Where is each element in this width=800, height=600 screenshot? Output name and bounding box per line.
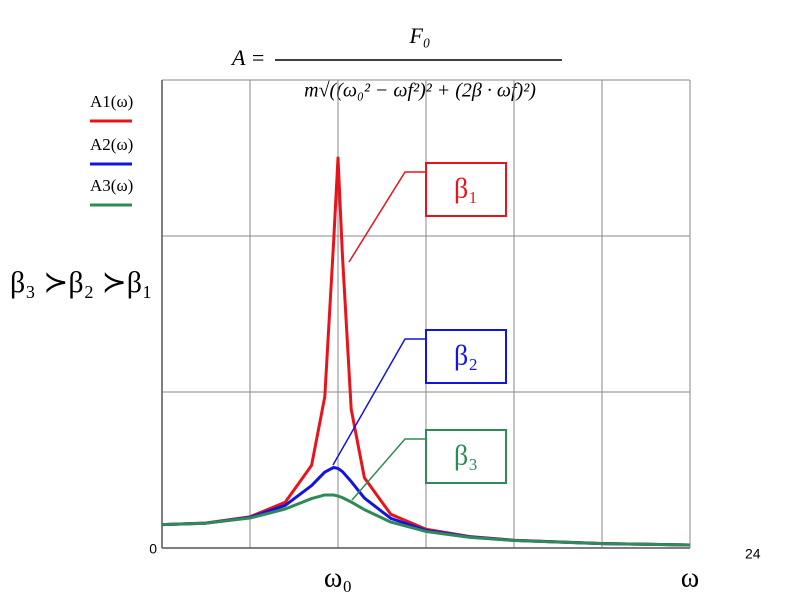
annotation-label: β₂ <box>454 340 478 371</box>
legend-label: A1(ω) <box>90 92 133 111</box>
annotation-label: β₁ <box>454 173 478 204</box>
annotation-box <box>425 162 507 217</box>
annotation-box <box>425 329 507 384</box>
x-tick-label: ω₀ <box>324 562 352 593</box>
x-tick-label: ω <box>681 562 699 593</box>
y-tick-label: 0 <box>149 541 157 557</box>
annotation-label: β₃ <box>454 440 478 471</box>
annotation-box <box>425 429 507 484</box>
annotation-leader <box>351 438 426 501</box>
legend-label: A3(ω) <box>90 176 133 195</box>
formula-lhs: A = <box>230 45 265 70</box>
legend-label: A2(ω) <box>90 135 133 154</box>
formula-numerator: F₀ <box>408 23 430 48</box>
beta-note: β₃ ≻β₂ ≻β₁ <box>10 266 152 299</box>
formula: A = F₀ m√((ω₀² − ωf²)² + (2β · ωf)²) <box>230 23 562 102</box>
formula-denominator: m√((ω₀² − ωf²)² + (2β · ωf)²) <box>304 80 536 102</box>
page-number: 24 <box>745 546 761 562</box>
curve <box>161 493 691 547</box>
annotation-leader <box>348 171 426 263</box>
annotation-leader <box>332 338 426 466</box>
